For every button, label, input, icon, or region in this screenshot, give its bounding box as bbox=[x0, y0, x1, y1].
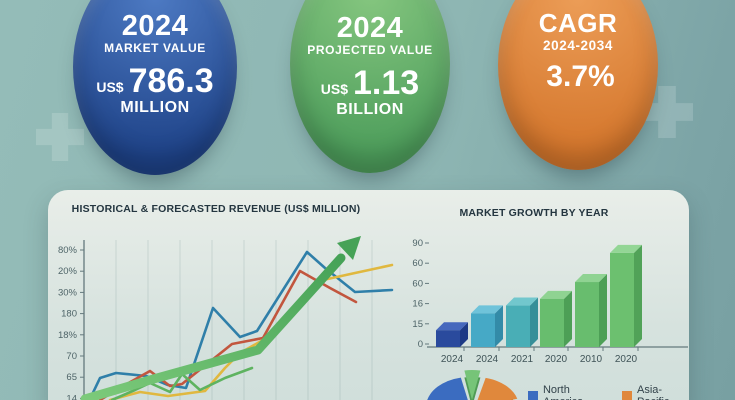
bar-top bbox=[540, 290, 572, 299]
x-tick-label: 2020 bbox=[545, 354, 568, 365]
badge-value: 1.13 bbox=[353, 64, 420, 103]
series-green bbox=[110, 366, 254, 400]
x-tick-label: 2024 bbox=[441, 354, 464, 365]
bar-side bbox=[564, 290, 572, 347]
pie-slice-orange bbox=[477, 377, 518, 400]
y-tick-label: 60 bbox=[412, 258, 423, 269]
bar-side bbox=[599, 274, 607, 347]
bar-top bbox=[436, 322, 468, 331]
bar-2 bbox=[506, 305, 530, 347]
x-tick-label: 2020 bbox=[615, 354, 638, 365]
y-tick-label: 60 bbox=[412, 278, 423, 289]
cagr-badge: CAGR 2024-2034 3.7% bbox=[498, 0, 658, 170]
pie-legend: North America Asia-Pacific bbox=[528, 384, 689, 400]
x-tick-label: 2021 bbox=[511, 354, 534, 365]
badge-unit: BILLION bbox=[336, 101, 404, 119]
revenue-chart-title: HISTORICAL & FORECASTED REVENUE (US$ MIL… bbox=[71, 203, 361, 215]
currency-prefix: US$ bbox=[320, 81, 349, 98]
legend-item-asia-pacific: Asia-Pacific bbox=[622, 384, 689, 400]
bar-top bbox=[575, 274, 607, 283]
badge-subtitle: PROJECTED VALUE bbox=[307, 43, 433, 58]
growth-chart-title: MARKET GROWTH BY YEAR bbox=[459, 207, 609, 219]
x-tick-label: 2024 bbox=[476, 354, 499, 365]
legend-label: North America bbox=[542, 384, 583, 400]
bar-side bbox=[634, 244, 642, 347]
plus-icon bbox=[36, 113, 84, 161]
pie-slice-sliver bbox=[464, 370, 481, 400]
badge-value: 786.3 bbox=[128, 62, 214, 101]
y-tick-label: 90 bbox=[412, 238, 423, 249]
badge-year: 2024 bbox=[121, 10, 189, 42]
y-tick-label: 80% bbox=[58, 245, 78, 256]
badge-value-row: US$ 1.13 bbox=[321, 66, 419, 100]
y-tick-label: 70 bbox=[66, 351, 77, 362]
badge-subtitle: MARKET VALUE bbox=[104, 41, 206, 56]
trend-arrow-head bbox=[337, 236, 361, 260]
y-tick-label: 20% bbox=[58, 266, 78, 277]
legend-swatch bbox=[528, 390, 538, 400]
legend-swatch bbox=[622, 390, 633, 400]
badge-value-row: US$ 786.3 bbox=[96, 64, 213, 98]
badge-value-row: 3.7% bbox=[541, 59, 615, 93]
y-tick-label: 14 bbox=[66, 393, 77, 400]
badge-year: 2024 bbox=[336, 12, 404, 44]
bar-4 bbox=[575, 282, 599, 347]
growth-bar-chart: 90 60 60 16 15 0 2024 2024 2021 2020 2010 2020 bbox=[412, 238, 688, 365]
pie-slice-blue bbox=[427, 377, 468, 400]
bar-0 bbox=[436, 330, 460, 347]
y-tick-label: 30% bbox=[58, 287, 78, 298]
badge-unit: MILLION bbox=[120, 99, 190, 117]
charts-panel: HISTORICAL & FORECASTED REVENUE (US$ MIL… bbox=[48, 190, 689, 400]
bar-5 bbox=[610, 252, 634, 347]
bar-1 bbox=[471, 313, 495, 347]
bar-side bbox=[460, 322, 468, 347]
y-tick-label: 180 bbox=[61, 309, 77, 320]
trend-arrow-shaft bbox=[80, 253, 346, 400]
bar-top bbox=[610, 244, 642, 253]
badge-value: 3.7% bbox=[546, 59, 615, 93]
bar-top bbox=[506, 297, 538, 306]
x-tick-label: 2010 bbox=[580, 354, 603, 365]
bar-side bbox=[530, 297, 538, 347]
badge-title: CAGR bbox=[538, 8, 618, 38]
market-value-badge: 2024 MARKET VALUE US$ 786.3 MILLION bbox=[73, 0, 237, 175]
legend-item-north-america: North America bbox=[528, 384, 606, 400]
bar-side bbox=[495, 305, 503, 347]
y-tick-label: 15 bbox=[412, 319, 423, 330]
projected-value-badge: 2024 PROJECTED VALUE US$ 1.13 BILLION bbox=[290, 0, 450, 173]
y-tick-label: 16 bbox=[412, 299, 423, 310]
y-tick-label: 18% bbox=[58, 330, 78, 341]
bar-3 bbox=[540, 298, 564, 347]
y-tick-label: 65 bbox=[66, 372, 77, 383]
currency-prefix: US$ bbox=[96, 79, 124, 96]
bar-top bbox=[471, 305, 503, 314]
series-blue bbox=[88, 250, 394, 400]
region-pie-chart bbox=[427, 370, 518, 400]
y-tick-label: 0 bbox=[418, 339, 423, 350]
legend-label: Asia-Pacific bbox=[637, 384, 669, 400]
revenue-line-chart: 80% 20% 30% 180 18% 70 65 14 bbox=[58, 236, 394, 400]
badge-subtitle: 2024-2034 bbox=[543, 38, 613, 54]
